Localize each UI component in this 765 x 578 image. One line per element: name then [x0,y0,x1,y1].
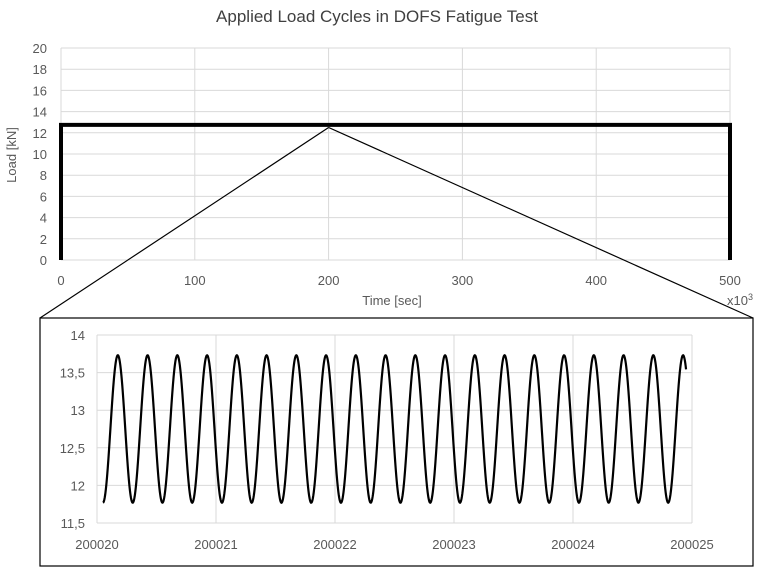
main-x-tick-label: 300 [452,273,474,288]
main-x-tick-label: 200 [318,273,340,288]
main-y-tick-label: 18 [33,62,47,77]
inset-x-tick-labels: 200020 200021 200022 200023 200024 200025 [75,537,713,552]
zoom-line-left [39,126,329,319]
inset-x-tick-label: 200022 [313,537,356,552]
zoom-connector-lines [39,126,754,319]
main-y-tick-label: 0 [40,253,47,268]
inset-y-tick-label: 14 [71,328,85,343]
main-x-tick-label: 100 [184,273,206,288]
inset-y-tick-label: 11,5 [61,516,85,531]
inset-x-tick-label: 200020 [75,537,118,552]
inset-y-tick-label: 13 [71,403,85,418]
main-series-line [59,122,732,260]
inset-x-tick-label: 200024 [551,537,594,552]
main-y-tick-label: 10 [33,147,47,162]
main-gridlines [60,47,731,261]
main-x-tick-label: 0 [57,273,64,288]
main-y-tick-label: 2 [40,232,47,247]
inset-y-tick-label: 12 [71,478,85,493]
main-y-tick-label: 8 [40,168,47,183]
x-axis-label: Time [sec] [362,293,421,308]
main-y-tick-label: 20 [33,41,47,56]
inset-frame [39,317,754,567]
main-y-tick-label: 16 [33,83,47,98]
inset-y-tick-labels: 11,5 12 12,5 13 13,5 14 [60,328,85,531]
main-x-tick-label: 400 [585,273,607,288]
chart-title: Applied Load Cycles in DOFS Fatigue Test [216,7,538,26]
inset-gridlines [96,334,693,524]
main-x-tick-labels: 0 100 200 300 400 500 [57,273,740,288]
inset-x-tick-label: 200023 [432,537,475,552]
main-y-tick-label: 12 [33,126,47,141]
main-y-tick-label: 6 [40,189,47,204]
y-axis-label: Load [kN] [4,127,19,183]
main-y-tick-label: 4 [40,211,47,226]
inset-x-tick-label: 200021 [194,537,237,552]
main-y-tick-labels: 0 2 4 6 8 10 12 14 16 18 20 [33,41,47,268]
inset-y-tick-label: 13,5 [60,366,85,381]
main-y-tick-label: 14 [33,105,47,120]
inset-x-tick-label: 200025 [670,537,713,552]
zoom-line-right [328,126,754,319]
main-x-tick-label: 500 [719,273,741,288]
inset-series-line [102,354,688,504]
x-axis-multiplier: x103 [727,292,753,308]
inset-y-tick-label: 12,5 [60,441,85,456]
